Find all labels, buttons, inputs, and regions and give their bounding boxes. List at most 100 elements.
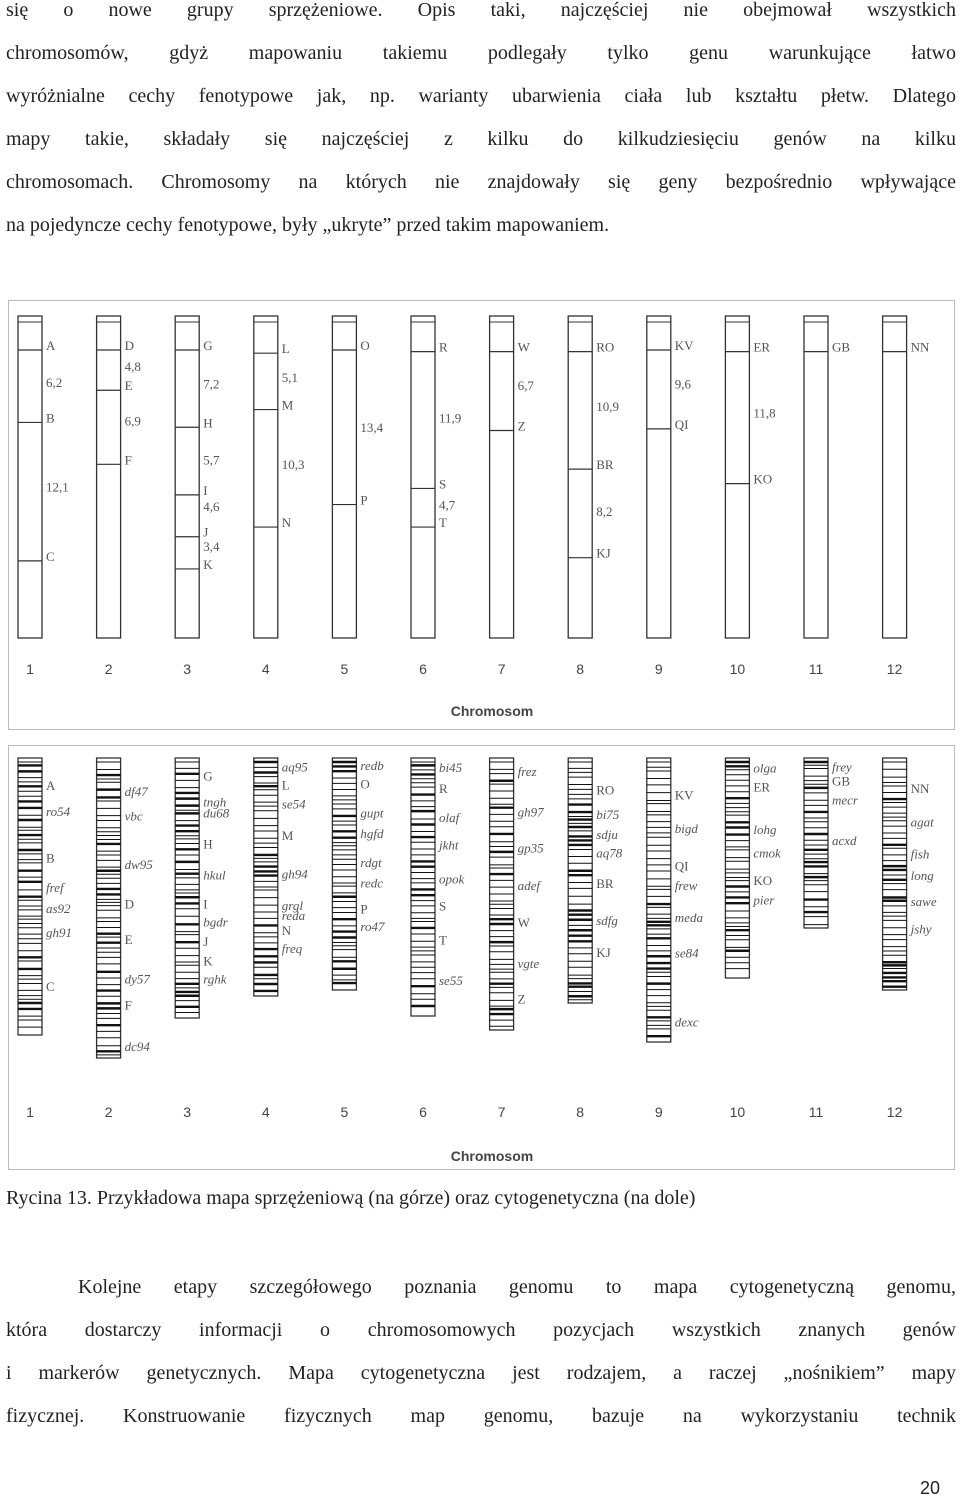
marker-label: tngh — [203, 794, 226, 809]
marker-label: gh97 — [518, 805, 545, 820]
locus-label: RO — [596, 340, 614, 355]
chromosome-number: 4 — [262, 661, 270, 677]
chromosome-10: olga ER lohg cmok KO pier — [724, 757, 781, 979]
chromosome-1: A 6,2 B 12,1 C — [17, 315, 69, 639]
locus-label: O — [360, 338, 369, 353]
marker-label: ro54 — [46, 804, 71, 819]
locus-label: E — [125, 378, 133, 393]
marker-label: rdgt — [360, 855, 382, 870]
marker-label: bi45 — [439, 760, 463, 775]
chromosome-number: 9 — [655, 661, 663, 677]
locus-label: K — [203, 954, 213, 969]
locus-label: R — [439, 781, 448, 796]
locus-label: F — [125, 452, 132, 467]
distance-label: 6,7 — [518, 378, 535, 393]
text-line: na pojedyncze cechy fenotypowe, były „uk… — [6, 214, 610, 236]
text-line: się o nowe grupy sprzężeniowe. Opis taki… — [6, 0, 956, 21]
locus-label: GB — [832, 773, 850, 788]
marker-label: frey — [832, 759, 852, 774]
locus-label: F — [125, 998, 132, 1013]
distance-label: 10,9 — [596, 399, 619, 414]
paragraph-bottom: Kolejne etapy szczegółowego poznania gen… — [6, 1266, 956, 1438]
distance-label: 6,2 — [46, 375, 62, 390]
locus-label: I — [203, 897, 207, 912]
text-line: Kolejne etapy szczegółowego poznania gen… — [78, 1276, 956, 1298]
text-line: mapy takie, składały się najczęściej z k… — [6, 128, 956, 150]
chromosome-number: 4 — [262, 1104, 270, 1120]
marker-label: bigd — [675, 821, 699, 836]
chromosome-bar — [95, 757, 122, 1059]
marker-label: mecr — [832, 792, 859, 807]
linkage-map-svg: A 6,2 B 12,1 C 1 D 4,8 E 6,9 F 2 G 7,2 H 5,7 I4,6 J3,4 K 3 L… — [8, 300, 955, 730]
locus-label: Z — [518, 992, 526, 1007]
locus-label: KV — [675, 338, 694, 353]
locus-label: KV — [675, 788, 694, 803]
locus-label: C — [46, 549, 55, 564]
chromosome-number: 5 — [341, 1104, 349, 1120]
chromosome-number: 10 — [730, 1104, 746, 1120]
text-line: i markerów genetycznych. Mapa cytogenety… — [6, 1362, 956, 1384]
marker-label: olga — [753, 760, 777, 775]
marker-label: rghk — [203, 971, 227, 986]
linkage-map-figure: A 6,2 B 12,1 C 1 D 4,8 E 6,9 F 2 G 7,2 H 5,7 I 4,6 J 3,4 K 3 L… — [8, 300, 956, 730]
marker-label: pier — [752, 892, 775, 907]
locus-label: K — [203, 557, 213, 572]
locus-label: O — [360, 777, 369, 792]
distance-label: 12,1 — [46, 480, 69, 495]
marker-label: redc — [360, 875, 383, 890]
chromosome-bar — [331, 315, 358, 639]
chromosome-number: 7 — [498, 661, 506, 677]
locus-label: BR — [596, 457, 614, 472]
locus-label: D — [125, 896, 134, 911]
chromosome-number: 12 — [887, 661, 903, 677]
text-line: która dostarczy informacji o chromosomow… — [6, 1319, 956, 1341]
text-line: wyróżnialne cechy fenotypowe jak, np. wa… — [6, 85, 956, 107]
marker-label: olaf — [439, 810, 462, 825]
chromosome-number: 2 — [105, 661, 113, 677]
chromosome-number: 11 — [809, 661, 824, 677]
locus-label: I — [203, 483, 207, 498]
figure-frame — [8, 745, 955, 1170]
distance-label: 6,9 — [125, 414, 141, 429]
chromosome-number: 1 — [26, 661, 34, 677]
chromosome-bar — [253, 757, 279, 997]
marker-label: fref — [46, 880, 66, 895]
marker-label: freq — [282, 941, 303, 956]
chromosome-5: O 13,4 P — [331, 315, 384, 639]
text-line: fizycznej. Konstruowanie fizycznych map … — [6, 1405, 956, 1427]
marker-label: df47 — [125, 784, 149, 799]
locus-label: ER — [753, 340, 770, 355]
marker-label: hgfd — [360, 826, 384, 841]
chromosome-bar — [331, 757, 358, 991]
chromosome-number: 10 — [730, 661, 746, 677]
chromosome-bar — [724, 757, 751, 979]
locus-label: M — [282, 828, 294, 843]
chromosome-bar — [174, 315, 200, 639]
locus-label: T — [439, 515, 447, 530]
chromosome-bar — [174, 757, 200, 1019]
chromosome-7: W 6,7 Z — [488, 315, 535, 639]
chromosome-6: R 11,9 S 4,7 T — [410, 315, 461, 639]
locus-label: G — [203, 338, 212, 353]
chromosome-12: NN — [881, 315, 930, 639]
locus-label: B — [46, 851, 55, 866]
chromosome-number: 6 — [419, 661, 427, 677]
marker-label: gupt — [360, 806, 384, 821]
figure-caption: Rycina 13. Przykładowa mapa sprzężeniową… — [6, 1187, 696, 1209]
marker-label: du68 — [203, 806, 230, 821]
distance-label: 5,7 — [203, 452, 220, 467]
chromosome-number: 3 — [183, 1104, 191, 1120]
locus-label: NN — [911, 340, 930, 355]
chromosome-bar — [17, 315, 43, 639]
locus-label: GB — [832, 340, 850, 355]
marker-label: frez — [518, 764, 537, 779]
locus-label: M — [282, 398, 294, 413]
marker-label: sdju — [596, 827, 618, 842]
marker-label: long — [911, 868, 935, 883]
chromosome-8: RO 10,9 BR 8,2 KJ — [567, 315, 619, 639]
chromosome-bar — [410, 315, 436, 639]
marker-label: aq78 — [596, 845, 623, 860]
